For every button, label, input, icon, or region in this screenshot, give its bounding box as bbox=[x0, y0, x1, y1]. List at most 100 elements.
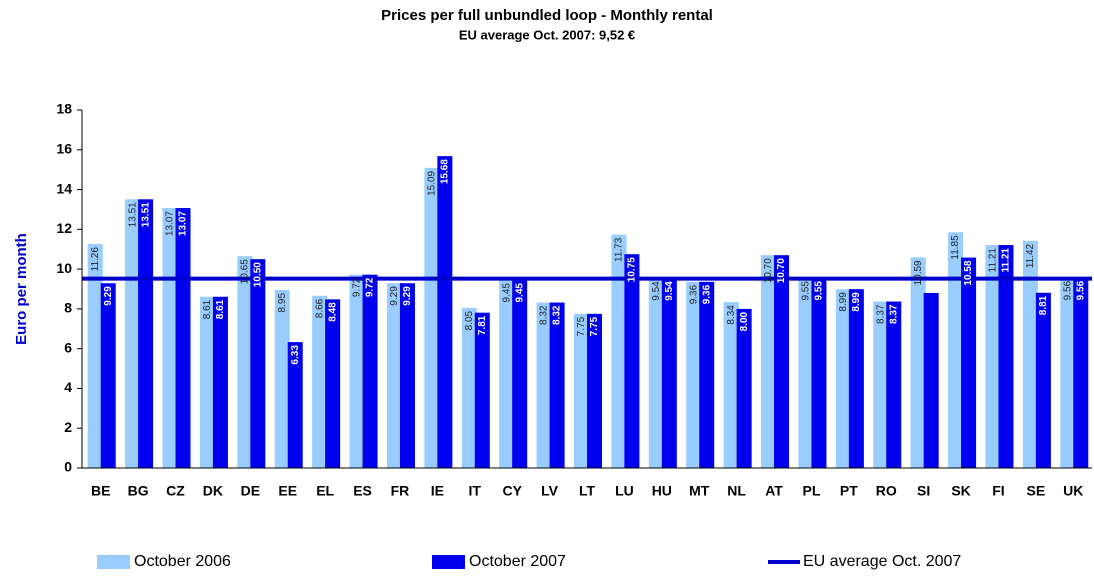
y-tick-label: 0 bbox=[64, 459, 72, 475]
data-label: 10.75 bbox=[627, 257, 638, 282]
x-tick-label: HU bbox=[652, 483, 672, 499]
bar bbox=[611, 234, 627, 468]
data-label: 10.58 bbox=[963, 260, 974, 285]
data-label: 9.29 bbox=[402, 286, 413, 306]
bar bbox=[100, 283, 116, 468]
data-label: 7.81 bbox=[477, 315, 488, 335]
chart-subtitle: EU average Oct. 2007: 9,52 € bbox=[459, 27, 635, 42]
x-tick-label: SE bbox=[1027, 483, 1046, 499]
data-label: 8.05 bbox=[464, 310, 475, 330]
bar bbox=[362, 274, 378, 468]
bar bbox=[325, 299, 341, 468]
data-label: 8.99 bbox=[851, 292, 862, 312]
data-label: 9.56 bbox=[1062, 280, 1073, 300]
data-label: 11.42 bbox=[1025, 243, 1036, 268]
y-tick-label: 14 bbox=[56, 180, 72, 196]
x-tick-label: BG bbox=[128, 483, 149, 499]
bar bbox=[1022, 240, 1038, 468]
x-tick-label: MT bbox=[689, 483, 710, 499]
y-tick-label: 12 bbox=[56, 220, 72, 236]
bar bbox=[175, 208, 191, 468]
data-label: 8.61 bbox=[215, 299, 226, 319]
x-tick-label: LU bbox=[615, 483, 634, 499]
data-label: 10.70 bbox=[776, 258, 787, 283]
x-tick-label: AT bbox=[765, 483, 783, 499]
data-label: 13.07 bbox=[178, 211, 189, 236]
x-tick-label: SK bbox=[951, 483, 970, 499]
bar bbox=[138, 199, 154, 468]
bar bbox=[212, 296, 228, 468]
bar bbox=[274, 289, 290, 468]
bar bbox=[648, 278, 664, 468]
bar bbox=[162, 208, 178, 468]
data-label: 8.37 bbox=[875, 304, 886, 324]
bar bbox=[499, 280, 515, 468]
data-label: 8.00 bbox=[739, 311, 750, 331]
y-tick-label: 6 bbox=[64, 339, 72, 355]
data-label: 15.68 bbox=[440, 159, 451, 184]
data-label: 10.50 bbox=[252, 262, 263, 287]
x-tick-label: IE bbox=[431, 483, 444, 499]
data-label: 13.51 bbox=[127, 202, 138, 227]
bar bbox=[349, 274, 365, 468]
bar bbox=[699, 281, 715, 468]
bar bbox=[736, 308, 752, 468]
y-tick-label: 2 bbox=[64, 419, 72, 435]
y-axis-label: Euro per month bbox=[13, 233, 30, 345]
bar bbox=[985, 245, 1001, 468]
bar bbox=[886, 301, 902, 468]
data-label: 9.29 bbox=[389, 286, 400, 306]
bar bbox=[1073, 277, 1089, 468]
x-tick-label: FI bbox=[992, 483, 1004, 499]
bar bbox=[512, 280, 528, 468]
bar bbox=[474, 312, 490, 468]
x-tick-label: UK bbox=[1063, 483, 1083, 499]
legend-swatch bbox=[97, 555, 130, 569]
x-tick-label: NL bbox=[727, 483, 746, 499]
x-tick-label: CZ bbox=[166, 483, 185, 499]
x-tick-label: CY bbox=[502, 483, 522, 499]
data-label: 9.45 bbox=[501, 283, 512, 303]
bar bbox=[624, 254, 640, 468]
data-label: 10.70 bbox=[763, 258, 774, 283]
bar bbox=[386, 283, 402, 468]
data-label: 8.99 bbox=[838, 292, 849, 312]
bar bbox=[723, 302, 739, 468]
bar bbox=[923, 292, 939, 468]
x-tick-label: DK bbox=[203, 483, 223, 499]
data-label: 13.07 bbox=[165, 211, 176, 236]
y-tick-label: 8 bbox=[64, 300, 72, 316]
bar bbox=[125, 199, 141, 468]
y-tick-label: 10 bbox=[56, 260, 72, 276]
data-label: 9.55 bbox=[814, 281, 825, 301]
x-tick-label: BE bbox=[91, 483, 110, 499]
bar bbox=[250, 259, 266, 468]
x-tick-label: PT bbox=[840, 483, 858, 499]
data-label: 11.73 bbox=[614, 237, 625, 262]
data-label: 9.54 bbox=[664, 281, 675, 301]
bar bbox=[287, 342, 303, 468]
legend-label: October 2007 bbox=[469, 553, 566, 570]
y-tick-label: 4 bbox=[64, 379, 72, 395]
data-label: 9.55 bbox=[801, 281, 812, 301]
bar bbox=[835, 289, 851, 468]
x-tick-label: LT bbox=[579, 483, 596, 499]
x-tick-label: IT bbox=[469, 483, 482, 499]
x-tick-label: EL bbox=[316, 483, 334, 499]
data-label: 8.48 bbox=[327, 302, 338, 322]
bar bbox=[798, 278, 814, 468]
data-label: 8.34 bbox=[726, 305, 737, 325]
bar bbox=[811, 278, 827, 468]
data-label: 11.85 bbox=[950, 235, 961, 260]
y-tick-label: 18 bbox=[56, 101, 72, 117]
legend-label: October 2006 bbox=[134, 553, 231, 570]
data-label: 9.45 bbox=[514, 283, 525, 303]
data-label: 8.61 bbox=[202, 299, 213, 319]
bar bbox=[424, 167, 440, 469]
data-label: 8.81 bbox=[1038, 295, 1049, 315]
data-label: 11.21 bbox=[1001, 248, 1012, 273]
bar bbox=[587, 313, 602, 468]
bar bbox=[774, 255, 790, 468]
data-label: 7.75 bbox=[576, 316, 587, 336]
